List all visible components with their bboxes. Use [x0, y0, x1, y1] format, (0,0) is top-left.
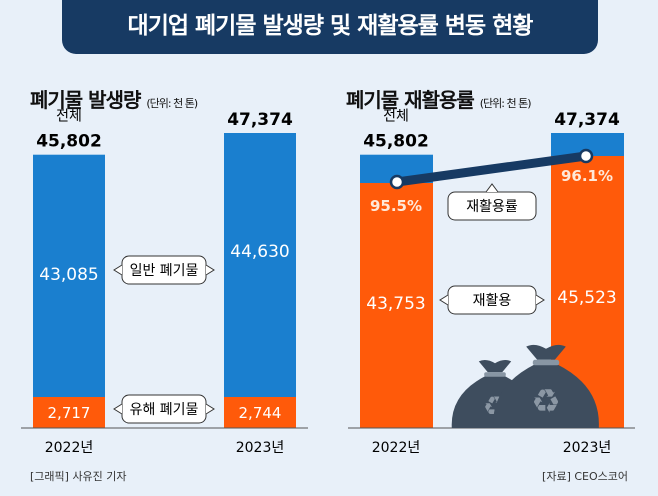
page-title: 대기업 폐기물 발생량 및 재활용률 변동 현황	[62, 0, 598, 54]
rate-line	[396, 151, 587, 187]
callout-pointer	[485, 183, 499, 193]
rate-label: 96.1%	[561, 167, 613, 185]
right-chart-title: 폐기물 재활용률 (단위: 천 톤)	[346, 88, 531, 112]
callout-label: 재활용	[473, 293, 512, 309]
callout-pointer	[535, 294, 545, 306]
total-value: 47,374	[227, 110, 293, 130]
rate-point	[389, 174, 405, 190]
total-label: 전체	[56, 109, 82, 125]
x-tick-label: 2022년	[372, 440, 421, 456]
bar-recycled	[360, 183, 433, 428]
x-tick-label: 2022년	[45, 440, 94, 456]
total-label: 전체	[383, 109, 409, 125]
callout-pointer	[205, 403, 215, 415]
callout-label: 재활용률	[466, 199, 518, 215]
callout-label: 유해 폐기물	[130, 402, 199, 418]
trash-bag-icon: ♻	[493, 344, 599, 428]
bar-value-hazardous: 2,717	[48, 404, 91, 422]
x-tick-label: 2023년	[563, 440, 612, 456]
rate-point	[578, 148, 594, 164]
x-tick-label: 2023년	[236, 440, 285, 456]
left-chart-title: 폐기물 발생량 (단위: 천 톤)	[30, 88, 198, 112]
bar-value-hazardous: 2,744	[239, 404, 282, 422]
total-value: 47,374	[554, 110, 620, 130]
bar-hazardous-waste	[33, 397, 105, 428]
callout-pointer	[439, 294, 449, 306]
bar-value-recycled: 43,753	[366, 294, 425, 314]
source: [자료] CEO스코어	[542, 470, 628, 483]
total-value: 45,802	[363, 132, 429, 152]
callout-pointer	[113, 264, 123, 276]
total-value: 45,802	[36, 132, 102, 152]
credit: [그래픽] 사유진 기자	[30, 470, 127, 483]
callout-pointer	[113, 403, 123, 415]
bar-value-general: 43,085	[39, 265, 98, 285]
callout-label: 일반 폐기물	[130, 263, 199, 279]
bar-hazardous-waste	[224, 397, 296, 428]
callout-pointer	[205, 264, 215, 276]
rate-label: 95.5%	[370, 197, 422, 215]
bar-general-waste	[224, 133, 296, 397]
svg-text:♻: ♻	[531, 382, 561, 421]
bar-value-general: 44,630	[230, 242, 289, 262]
bar-value-recycled: 45,523	[557, 288, 616, 308]
bar-general-waste	[33, 154, 105, 397]
